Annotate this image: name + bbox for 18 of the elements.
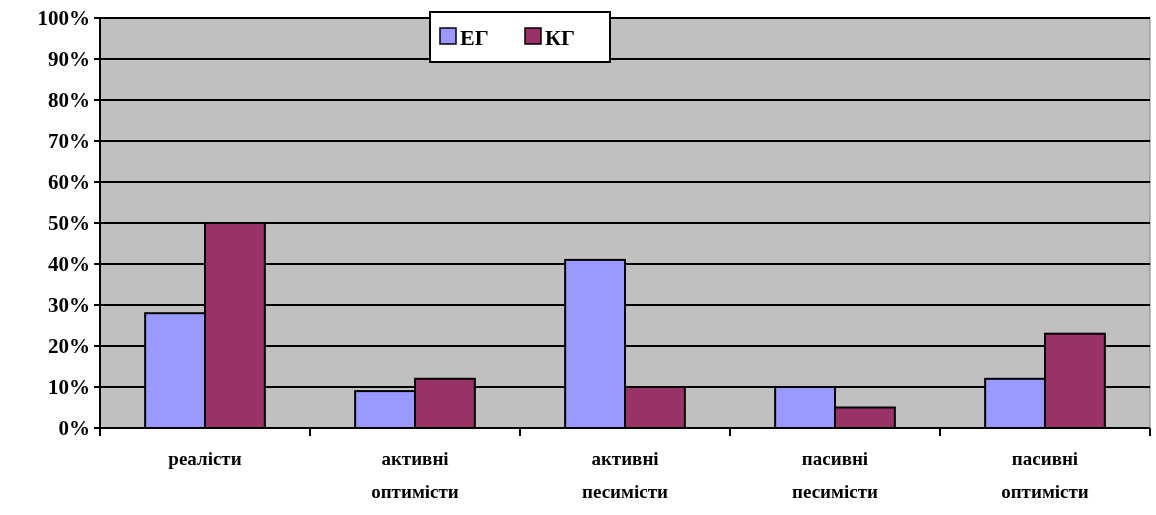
y-tick-label: 40% (48, 252, 90, 277)
y-tick-label: 60% (48, 170, 90, 195)
y-tick-label: 80% (48, 88, 90, 113)
x-tick-label: пасивні песимісти (792, 448, 879, 502)
y-tick-label: 30% (48, 293, 90, 318)
y-tick-label: 50% (48, 211, 90, 236)
y-tick-label: 90% (48, 47, 90, 72)
x-tick-label: пасивні оптимісти (1001, 448, 1089, 502)
y-tick-label: 20% (48, 334, 90, 359)
y-tick-label: 0% (58, 416, 90, 441)
y-tick-label: 10% (48, 375, 90, 400)
legend-label: КГ (545, 24, 575, 50)
legend-label: ЕГ (460, 24, 489, 50)
x-tick-label: реалісти (168, 448, 242, 469)
x-tick-label: активні песимісти (582, 448, 669, 502)
x-tick-label: активні оптимісти (371, 448, 459, 502)
y-tick-label: 70% (48, 129, 90, 154)
y-tick-label: 100% (37, 6, 90, 31)
